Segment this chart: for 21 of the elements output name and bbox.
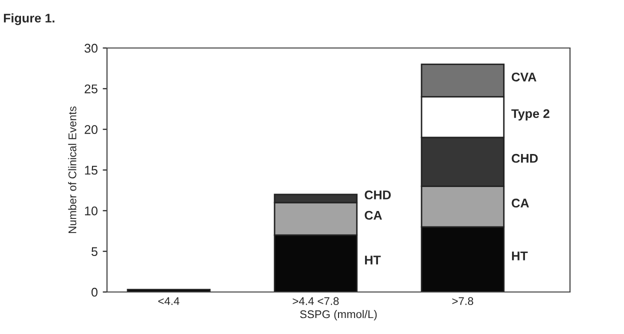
y-tick-label: 15	[85, 166, 98, 175]
x-axis-title: SSPG (mmol/L)	[300, 310, 377, 320]
text: HT	[365, 256, 381, 264]
y-tick-label: 10	[85, 206, 98, 216]
text: CA	[512, 198, 529, 208]
y-tick-label: 5	[92, 247, 98, 256]
y-tick-label: 25	[84, 84, 98, 94]
y-tick-label: 0	[92, 288, 98, 297]
text: CHD	[512, 154, 538, 163]
x-tick-label: >7.8	[452, 297, 474, 306]
series-label: CA	[364, 210, 382, 220]
series-label: HT	[512, 252, 528, 260]
series-label: Type 2	[511, 109, 550, 121]
y-tick-label: 30	[84, 44, 98, 53]
chart-title: Figure 1.	[4, 13, 54, 26]
y-tick-label: 20	[84, 125, 98, 134]
y-axis-title: Number of Clinical Events	[68, 106, 76, 233]
series-label: CVA	[512, 72, 536, 82]
x-tick-label: <4.4	[158, 297, 180, 305]
x-tick-label: >4.4 <7.8	[292, 297, 339, 306]
series-label: CHD	[364, 190, 391, 200]
